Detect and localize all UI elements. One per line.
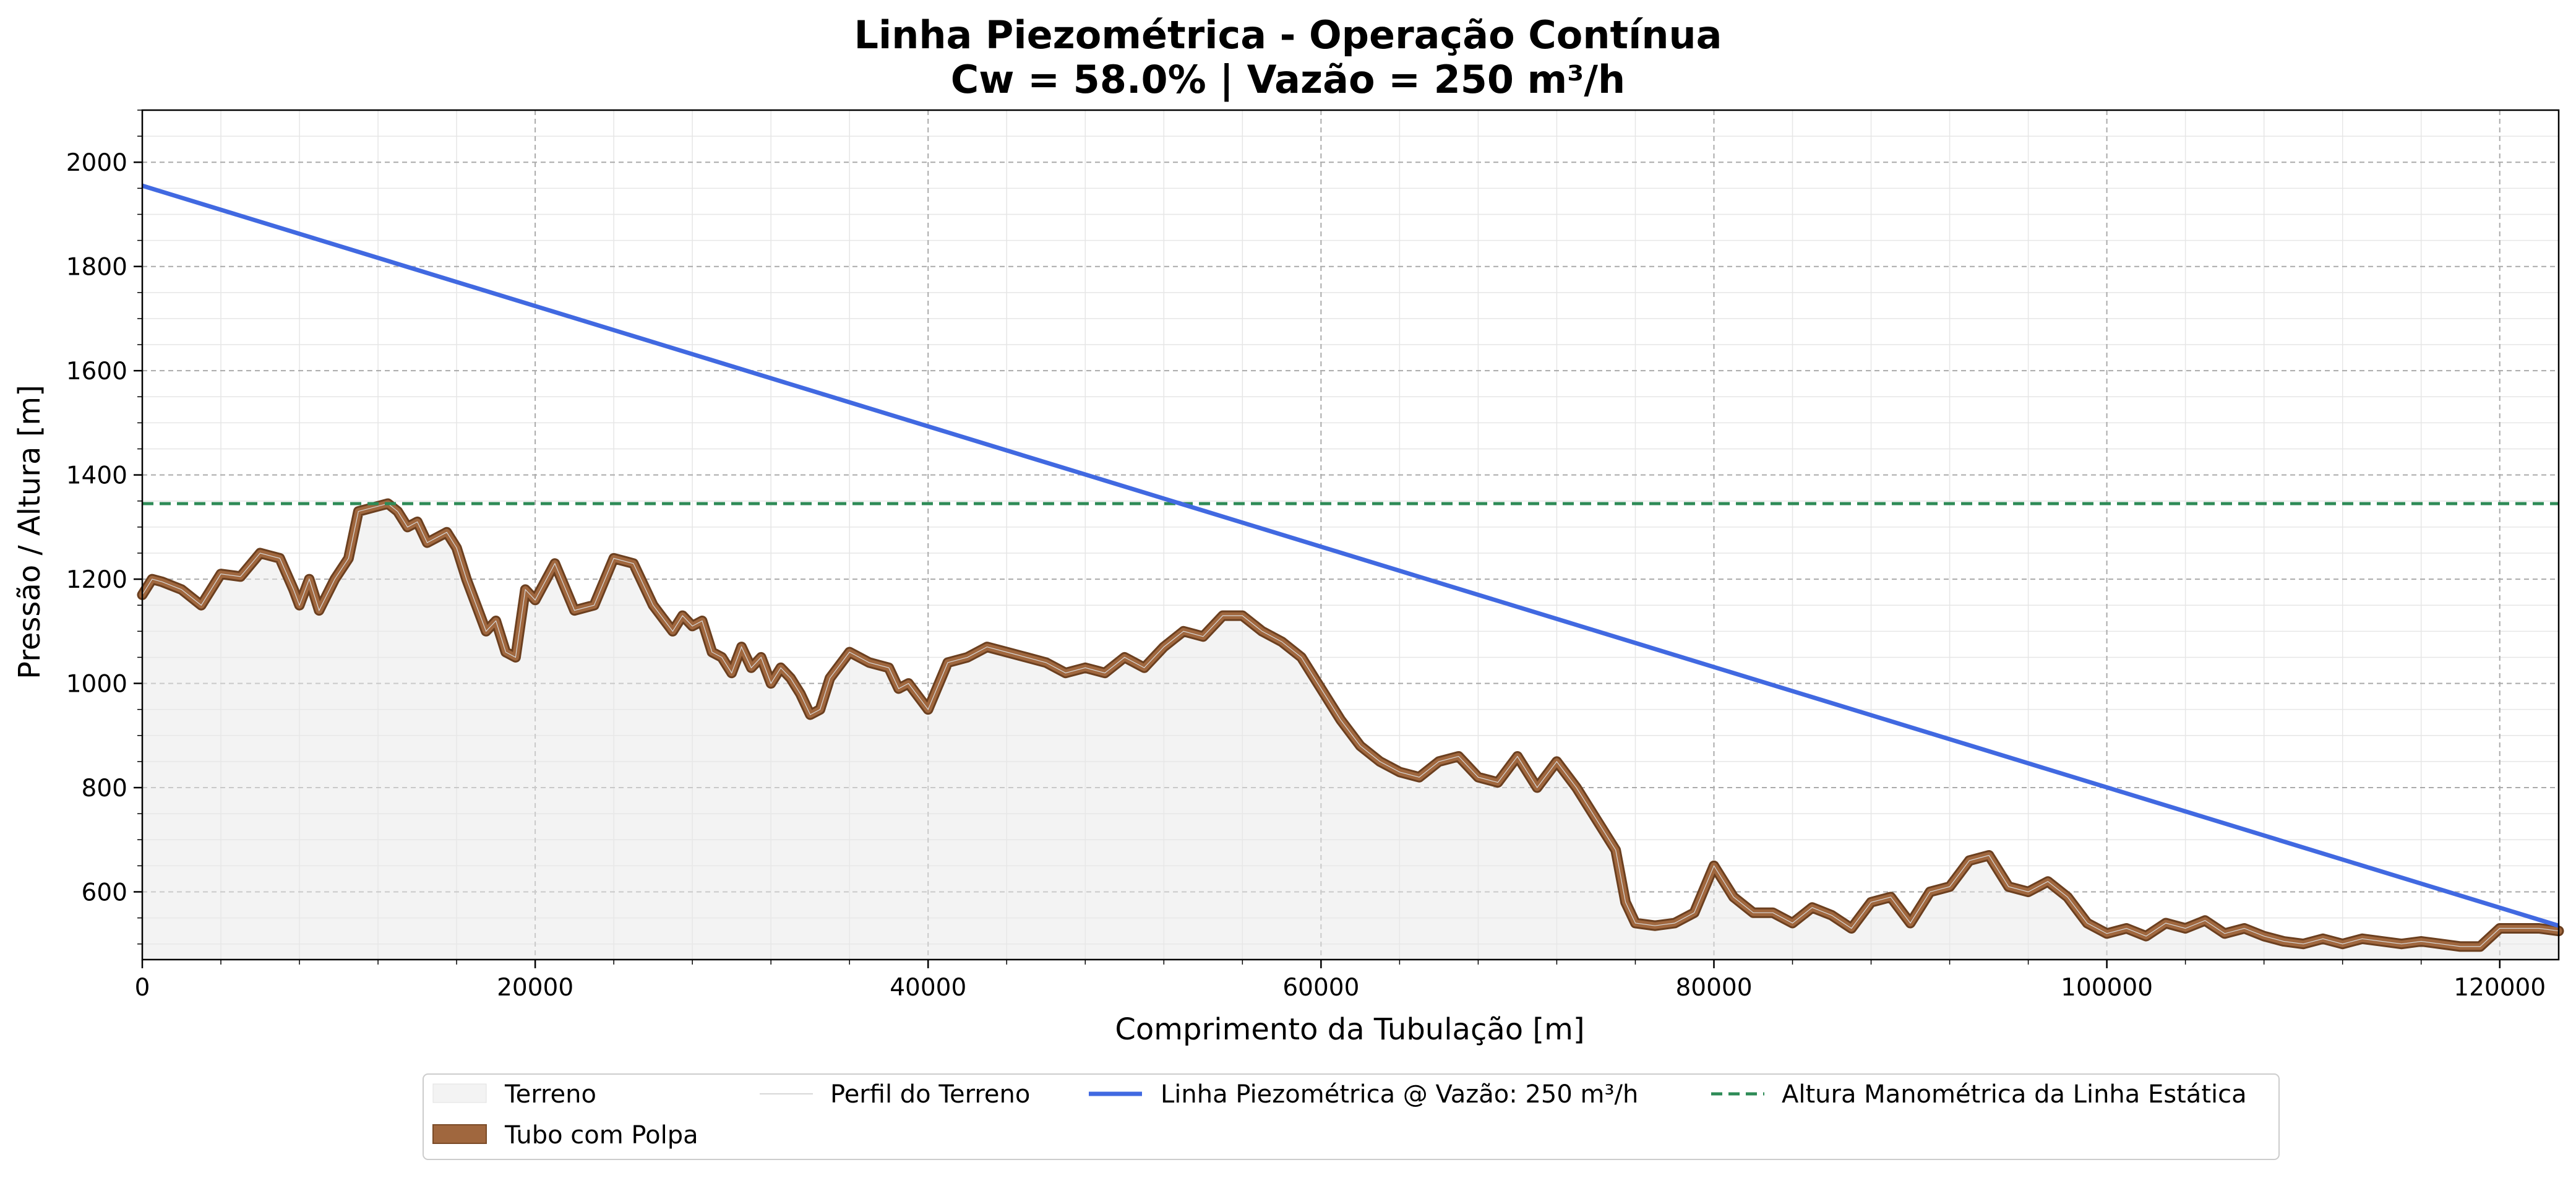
- legend-label-tubo: Tubo com Polpa: [504, 1121, 698, 1150]
- legend-label-estatica: Altura Manométrica da Linha Estática: [1782, 1080, 2247, 1109]
- chart-title: Linha Piezométrica - Operação Contínua: [854, 12, 1722, 58]
- legend-label-terreno: Terreno: [504, 1080, 596, 1109]
- x-tick-label: 20000: [497, 974, 573, 1002]
- y-tick-label: 600: [82, 879, 127, 906]
- terrain-area: [142, 504, 2559, 960]
- x-tick-label: 60000: [1282, 974, 1359, 1002]
- y-tick-label: 800: [82, 775, 127, 802]
- x-tick-label: 0: [135, 974, 150, 1002]
- legend-label-perfil: Perfil do Terreno: [830, 1080, 1030, 1109]
- legend: Terreno Tubo com Polpa Perfil do Terreno…: [423, 1073, 2280, 1160]
- x-tick-label: 40000: [890, 974, 966, 1002]
- x-tick-label: 80000: [1675, 974, 1752, 1002]
- x-tick-label: 100000: [2061, 974, 2153, 1002]
- terrain-profile-line: [142, 503, 2559, 947]
- chart-subtitle: Cw = 58.0% | Vazão = 250 m³/h: [951, 57, 1625, 103]
- y-axis-label: Pressão / Altura [m]: [12, 385, 47, 679]
- y-tick-label: 1000: [66, 671, 127, 699]
- legend-label-piezometrica: Linha Piezométrica @ Vazão: 250 m³/h: [1161, 1080, 1638, 1109]
- y-tick-label: 1600: [66, 358, 127, 385]
- y-tick-label: 1200: [66, 566, 127, 594]
- series-layer: [137, 183, 2564, 960]
- legend-frame: [423, 1073, 2280, 1160]
- plot-frame: [141, 109, 2560, 961]
- piezometric-line: [141, 183, 2560, 928]
- legend-swatch-terreno: [432, 1083, 487, 1103]
- ticks: 0 20000 40000 60000 80000 100000 120000 600 800 1…: [66, 110, 2546, 1002]
- y-tick-label: 1400: [66, 462, 127, 490]
- x-axis-label: Comprimento da Tubulação [m]: [1115, 1012, 1584, 1047]
- x-tick-label: 120000: [2454, 974, 2546, 1002]
- legend-swatch-tubo: [432, 1124, 487, 1144]
- y-tick-label: 2000: [66, 149, 127, 177]
- y-tick-label: 1800: [66, 254, 127, 282]
